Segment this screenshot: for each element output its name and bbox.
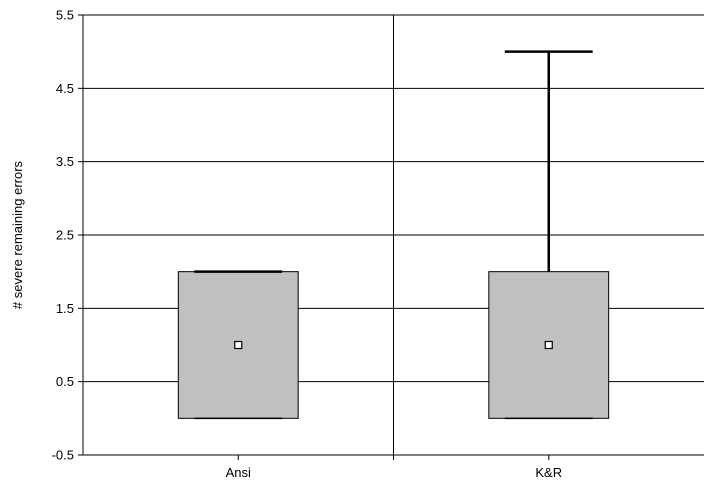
y-tick-label: 0.5	[56, 374, 74, 389]
center-marker	[544, 340, 553, 350]
y-tick-label: 3.5	[56, 154, 74, 169]
y-axis-label: # severe remaining errors	[10, 160, 25, 309]
center-marker	[234, 340, 243, 350]
y-tick-label: 4.5	[56, 81, 74, 96]
y-tick-label: 2.5	[56, 228, 74, 243]
y-tick-label: 1.5	[56, 301, 74, 316]
x-tick-label: K&R	[535, 465, 562, 480]
x-axis-ticks: Ansi K&R	[226, 455, 562, 480]
y-axis-ticks: -0.5 0.5 1.5 2.5 3.5 4.5 5.5	[52, 8, 83, 463]
box-series	[177, 50, 610, 420]
y-tick-label: 5.5	[56, 8, 74, 23]
gridlines	[83, 14, 704, 460]
y-tick-label: -0.5	[52, 448, 74, 463]
x-tick-label: Ansi	[226, 465, 251, 480]
